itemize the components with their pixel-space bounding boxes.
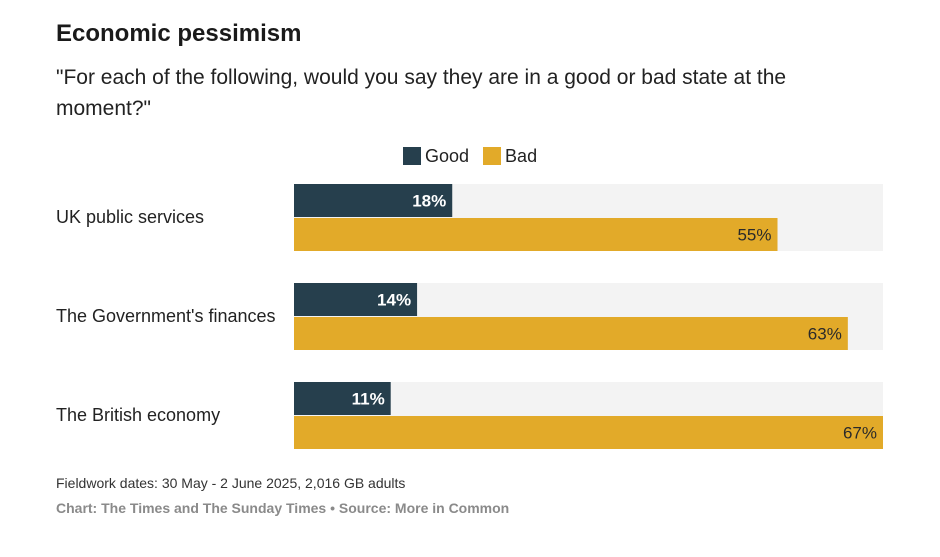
category-label-the-government-s-finances: The Government's finances: [56, 306, 276, 326]
data-label-bad-the-british-economy: 67%: [843, 424, 877, 443]
category-label-the-british-economy: The British economy: [56, 405, 220, 425]
bar-chart: UK public services 18% 55% The Government's…: [56, 184, 883, 449]
chart-title: Economic pessimism: [56, 20, 302, 47]
data-label-bad-the-government-s-finances: 63%: [808, 325, 842, 344]
data-label-good-the-british-economy: 11%: [352, 390, 385, 409]
data-label-good-uk-public-services: 18%: [412, 192, 446, 211]
legend-swatch-bad: [483, 147, 502, 165]
chart-subtitle: "For each of the following, would you sa…: [56, 66, 787, 120]
bar-bad-the-british-economy: [294, 416, 883, 449]
legend-label-bad: Bad: [505, 145, 538, 166]
bar-bad-the-government-s-finances: [294, 317, 848, 350]
legend-item-bad: Bad: [483, 146, 537, 167]
legend: Good Bad: [403, 145, 551, 167]
chart-credit: Chart: The Times and The Sunday Times • …: [56, 500, 510, 516]
legend-swatch-good: [403, 147, 421, 165]
bar-good-the-government-s-finances: [294, 283, 418, 316]
bar-good-uk-public-services: [294, 184, 453, 217]
category-label-uk-public-services: UK public services: [56, 207, 204, 227]
bar-good-the-british-economy: [294, 382, 391, 415]
legend-label-good: Good: [425, 145, 470, 166]
data-label-good-the-government-s-finances: 14%: [377, 291, 411, 310]
data-label-bad-uk-public-services: 55%: [737, 226, 771, 245]
bar-bad-uk-public-services: [294, 218, 778, 251]
legend-item-good: Good: [403, 146, 469, 167]
fieldwork-note: Fieldwork dates: 30 May - 2 June 2025, 2…: [56, 475, 406, 491]
